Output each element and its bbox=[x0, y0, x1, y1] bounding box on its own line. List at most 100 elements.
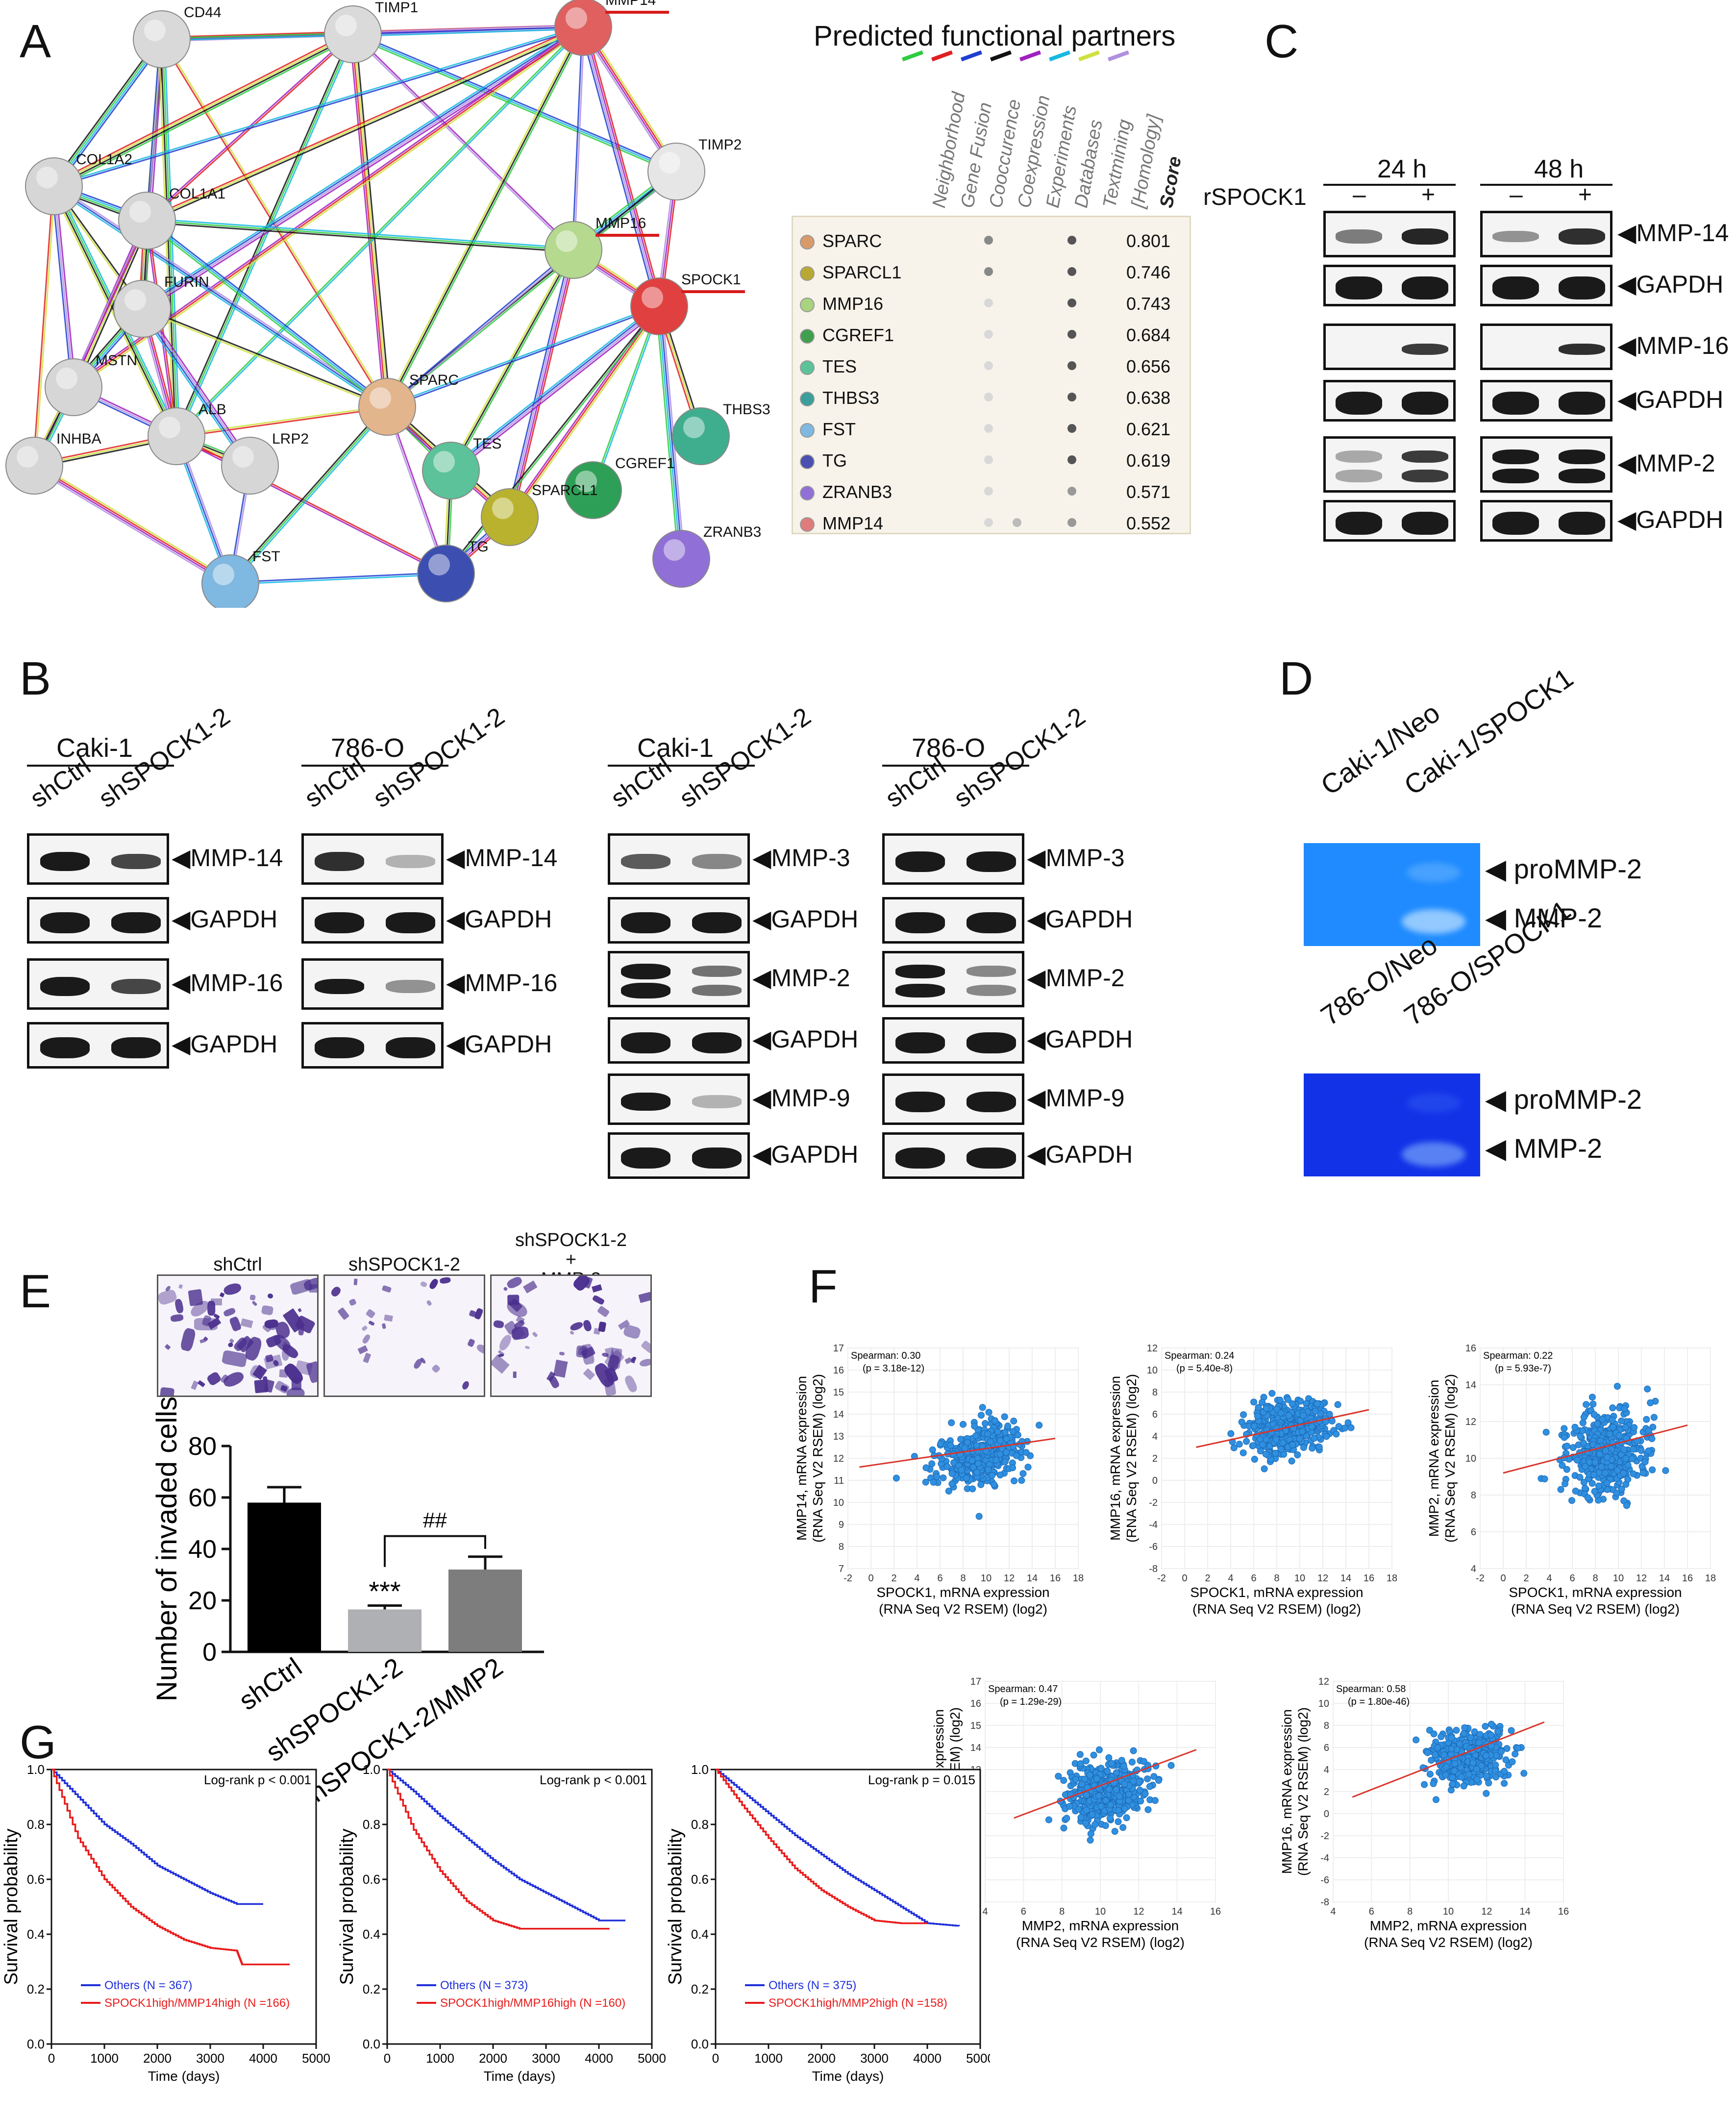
y-tick-label: 14 bbox=[833, 1409, 844, 1420]
cell-line-bracket bbox=[608, 765, 755, 767]
x-tick-label: 10 bbox=[1443, 1906, 1454, 1917]
blot-band bbox=[1559, 512, 1605, 535]
data-point bbox=[1595, 1482, 1602, 1490]
network-edge bbox=[176, 405, 387, 436]
y-tick-label: 1.0 bbox=[691, 1762, 709, 1777]
x-tick-label: 6 bbox=[1369, 1906, 1374, 1917]
band-label: ◀MMP-16 bbox=[172, 969, 283, 997]
network-edge bbox=[352, 26, 584, 35]
partner-score: 0.619 bbox=[1126, 450, 1171, 471]
y-tick-label: 0.2 bbox=[27, 1982, 45, 1996]
x-axis-label: (RNA Seq V2 RSEM) (log2) bbox=[1016, 1935, 1185, 1950]
blot-band bbox=[385, 855, 436, 868]
data-point bbox=[1488, 1731, 1495, 1739]
x-tick-label: 2 bbox=[1523, 1573, 1529, 1584]
y-tick-label: 8 bbox=[839, 1542, 844, 1552]
data-point bbox=[1478, 1762, 1485, 1770]
data-point bbox=[982, 1420, 989, 1427]
partner-name: SPARCL1 bbox=[822, 262, 902, 282]
partner-name: CGREF1 bbox=[822, 325, 894, 345]
invaded-cell bbox=[592, 1294, 605, 1305]
data-point bbox=[1475, 1739, 1483, 1746]
y-tick-label: 12 bbox=[1147, 1343, 1158, 1354]
invaded-cell bbox=[223, 1307, 236, 1318]
network-edge bbox=[386, 249, 573, 407]
data-point bbox=[1561, 1425, 1568, 1432]
y-tick-label: -6 bbox=[1149, 1542, 1158, 1552]
data-point bbox=[1341, 1424, 1348, 1432]
p-value-label: (p = 5.40e-8) bbox=[1176, 1363, 1233, 1374]
network-node-circle bbox=[672, 407, 730, 465]
band-label: ◀MMP-2 bbox=[1027, 964, 1125, 992]
invaded-cell bbox=[381, 1285, 392, 1293]
partner-node-icon bbox=[800, 266, 815, 281]
survival-curve bbox=[51, 1769, 290, 1966]
data-point bbox=[1591, 1488, 1598, 1495]
data-point bbox=[1308, 1423, 1315, 1430]
data-point bbox=[1116, 1793, 1123, 1800]
blot-band bbox=[692, 1147, 742, 1169]
evidence-color-legend bbox=[901, 50, 1137, 62]
blot-strip bbox=[882, 1132, 1024, 1179]
partners-title: Predicted functional partners bbox=[814, 20, 1176, 52]
network-node-label: TIMP2 bbox=[698, 137, 742, 153]
network-edge bbox=[655, 306, 679, 559]
coexpression-dot bbox=[984, 330, 993, 339]
data-point bbox=[930, 1478, 937, 1486]
x-tick-label: 5000 bbox=[302, 2051, 330, 2066]
x-tick-label: -2 bbox=[843, 1573, 852, 1584]
data-point bbox=[1647, 1399, 1654, 1406]
y-tick-label: -4 bbox=[1149, 1520, 1158, 1530]
blot-strip bbox=[27, 833, 169, 885]
data-point bbox=[1105, 1786, 1113, 1793]
panel-label-e: E bbox=[20, 1265, 51, 1318]
network-node-label: ALB bbox=[198, 401, 226, 418]
invaded-cell bbox=[368, 1320, 375, 1326]
partners-row: MMP16 0.743 bbox=[793, 287, 1190, 318]
x-tick-label: 0 bbox=[1500, 1573, 1506, 1584]
scatter-plot: 4 6 8 10 12 14 16 -8 -6 -4 -2 0 2 4 6 8 10 12 Spearman: 0.… bbox=[1279, 1676, 1569, 1950]
x-tick-label: 4 bbox=[1330, 1906, 1336, 1917]
data-point bbox=[1299, 1412, 1307, 1419]
partner-score: 0.552 bbox=[1126, 513, 1171, 533]
network-edge bbox=[386, 26, 584, 407]
invaded-cell bbox=[428, 1278, 440, 1291]
network-node: SPARCL1 bbox=[481, 482, 598, 546]
network-node-circle bbox=[5, 437, 63, 495]
invaded-cell bbox=[383, 1314, 393, 1322]
network-edge bbox=[175, 25, 583, 436]
bar bbox=[448, 1570, 522, 1652]
partner-score: 0.801 bbox=[1126, 231, 1171, 251]
x-tick-label: -2 bbox=[1476, 1573, 1485, 1584]
x-tick-label: -2 bbox=[1157, 1573, 1166, 1584]
network-node: TES bbox=[422, 436, 501, 499]
invaded-cell bbox=[569, 1321, 584, 1332]
y-tick-label: 6 bbox=[1324, 1743, 1329, 1753]
blot-strip bbox=[608, 833, 750, 885]
network-edge bbox=[53, 25, 583, 186]
data-point bbox=[973, 1442, 980, 1449]
invaded-cell bbox=[221, 1349, 248, 1368]
y-tick-label: 40 bbox=[188, 1535, 217, 1564]
textmining-dot bbox=[1067, 518, 1076, 527]
data-point bbox=[1125, 1797, 1132, 1804]
network-edge bbox=[53, 185, 388, 408]
blot-band bbox=[1402, 392, 1448, 415]
data-point bbox=[1272, 1449, 1279, 1457]
x-tick-label: 3000 bbox=[532, 2051, 560, 2066]
data-point bbox=[1082, 1757, 1090, 1765]
blot-band bbox=[314, 851, 365, 872]
x-tick-label: 0 bbox=[384, 2051, 391, 2066]
data-point bbox=[1424, 1749, 1431, 1756]
network-node: FST bbox=[201, 549, 280, 608]
data-point bbox=[975, 1513, 983, 1520]
blot-band bbox=[895, 1032, 945, 1053]
treatment-sign: + bbox=[1578, 182, 1592, 208]
network-edge bbox=[54, 184, 389, 406]
logrank-label: Log-rank p < 0.001 bbox=[540, 1772, 647, 1787]
band-label: ◀GAPDH bbox=[172, 1030, 278, 1058]
cell-line-bracket bbox=[27, 765, 174, 767]
data-point bbox=[1662, 1467, 1669, 1474]
plot-frame bbox=[50, 1769, 317, 2045]
